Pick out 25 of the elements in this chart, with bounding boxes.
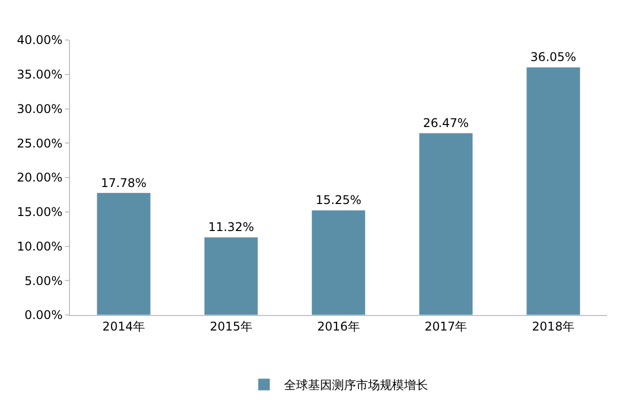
x-tick-label: 2016年 — [317, 319, 360, 334]
x-tick-label: 2017年 — [424, 319, 468, 334]
y-tick-label: 25.00% — [16, 136, 63, 150]
x-tick-label: 2015年 — [210, 319, 252, 334]
x-tick-label: 2014年 — [102, 319, 145, 334]
bar — [204, 236, 258, 315]
y-tick-label: 40.00% — [16, 33, 63, 48]
bar — [418, 132, 473, 315]
data-label: 26.47% — [423, 116, 469, 130]
data-label: 36.05% — [530, 50, 576, 64]
x-tick-label: 2018年 — [532, 319, 575, 334]
bar — [96, 192, 151, 315]
bar — [311, 210, 366, 315]
y-tick-label: 20.00% — [16, 170, 63, 185]
y-tick-label: 5.00% — [24, 274, 63, 288]
data-label: 17.78% — [100, 176, 147, 190]
y-tick-label: 30.00% — [16, 102, 63, 116]
data-label: 11.32% — [208, 220, 254, 234]
legend-label: 全球基因测序市场规模增长 — [284, 378, 428, 392]
data-label: 15.25% — [316, 193, 362, 208]
y-tick-label: 10.00% — [16, 239, 63, 254]
y-tick-label: 35.00% — [16, 68, 63, 82]
bar — [526, 66, 580, 315]
y-tick-label: 0.00% — [24, 308, 63, 322]
y-tick-label: 15.00% — [16, 205, 63, 220]
